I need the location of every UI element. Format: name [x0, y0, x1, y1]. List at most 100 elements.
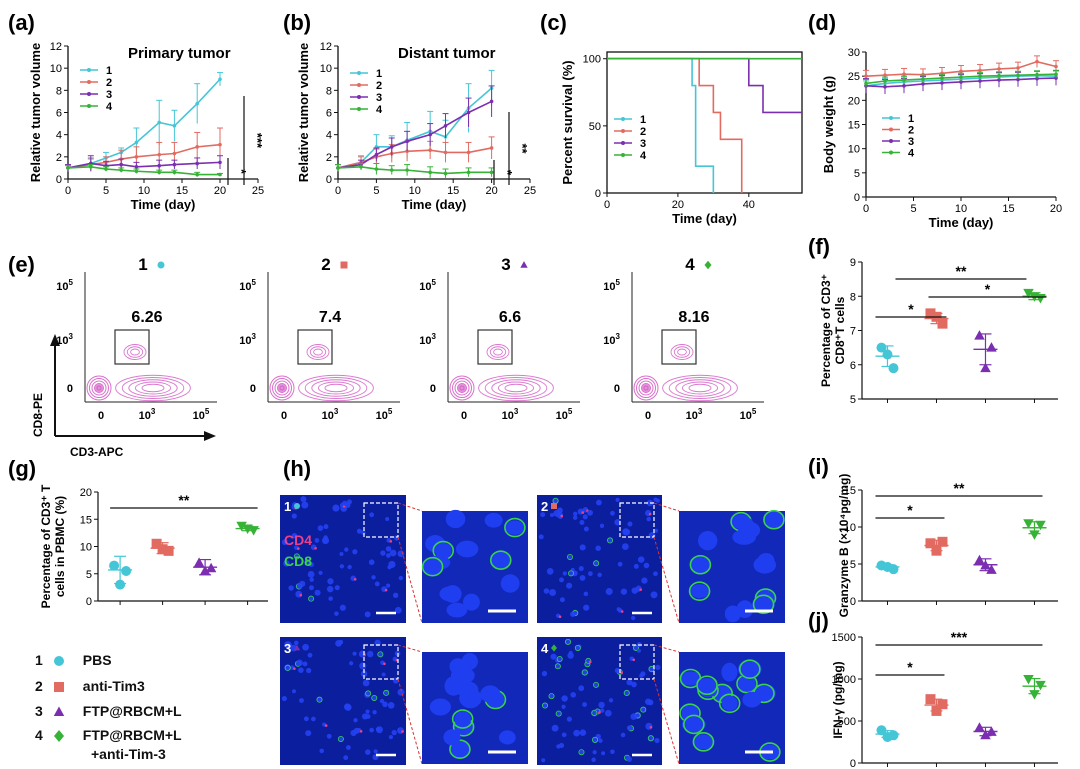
microscopy-tile-marker-2	[551, 503, 557, 509]
flow-x-tick-mantissa: 0	[281, 410, 287, 422]
zoom-cd8-membrane	[489, 550, 512, 570]
flow-contour-main	[274, 380, 290, 396]
j-y-tick-label: 0	[850, 758, 856, 769]
microscopy-tile-4: 4	[537, 637, 680, 765]
nucleus-dot	[593, 682, 599, 688]
b-series-4-point	[336, 166, 340, 170]
microscopy-tile-1: 1	[280, 495, 423, 624]
inset-dashed-box	[619, 502, 655, 538]
flow-y-tick-exponent: 3	[616, 332, 621, 341]
a-y-tick-label: 2	[56, 152, 62, 164]
nucleus-dot	[558, 742, 565, 749]
flow-y-tick-mantissa: 10	[419, 281, 431, 293]
flow-x-tick-exponent: 3	[151, 407, 156, 416]
microscopy-zoom-3	[422, 652, 528, 764]
cd8-cell-ring	[568, 570, 575, 577]
flow-contour-main	[277, 383, 287, 393]
f-y-tick-label: 6	[850, 360, 856, 372]
i-group-4-point	[1035, 520, 1046, 531]
microscopy-image-3	[280, 637, 406, 765]
nucleus-dot	[291, 513, 297, 519]
flow-y-tick-mantissa: 0	[430, 383, 436, 395]
d-series-4-point	[921, 77, 925, 81]
nucleus-dot	[614, 519, 621, 526]
flow-x-tick-mantissa: 10	[193, 410, 205, 422]
flow-y-axis-label: CD8-PE	[31, 393, 45, 437]
d-legend-marker-2	[889, 127, 893, 132]
nucleus-dot	[587, 571, 593, 577]
f-sig-label: *	[985, 281, 991, 297]
a-y-axis-label: Relative tumor volume	[28, 43, 43, 182]
panel-label-b: (b)	[283, 10, 311, 35]
nucleus-dot	[631, 587, 639, 594]
cd4-cell-dot	[598, 711, 601, 714]
cd8-cell-ring	[316, 696, 323, 703]
nucleus-dot	[650, 591, 658, 599]
cd8-cell-ring	[556, 655, 563, 662]
flow-x-tick-mantissa: 10	[139, 410, 151, 422]
flow-gate-box	[114, 329, 150, 365]
zoom-nucleus	[499, 730, 516, 745]
f-y-tick-label: 8	[850, 291, 856, 303]
d-y-tick-label: 5	[854, 168, 860, 180]
flow-x-tick-exponent: 3	[514, 407, 519, 416]
nucleus-dot	[570, 611, 576, 617]
nucleus-dot	[369, 727, 374, 733]
nucleus-dot	[592, 750, 597, 755]
b-sig-label-1: *	[500, 170, 515, 176]
flow-gate-value-4: 8.16	[678, 309, 709, 326]
zoom-cd8-membrane	[696, 675, 718, 696]
d-series-3-point	[921, 82, 925, 86]
a-series-3-point	[195, 161, 199, 166]
zoom-nucleus	[500, 574, 520, 593]
d-series-4-point	[883, 79, 887, 83]
nucleus-dot	[371, 695, 378, 701]
nucleus-dot	[391, 729, 397, 736]
flow-y-tick-label: 103	[56, 332, 73, 347]
flow-plot-header-2: 2	[321, 255, 330, 274]
nucleus-dot	[299, 698, 304, 703]
inset-dashed-box	[363, 644, 399, 680]
nucleus-dot	[375, 727, 380, 732]
nucleus-dot	[646, 516, 652, 522]
nucleus-dot	[641, 577, 648, 584]
cd8-cell-ring	[593, 560, 600, 567]
cd4-cell-dot	[632, 658, 636, 662]
nucleus-dot	[573, 729, 581, 737]
nucleus-dot	[639, 673, 644, 678]
i-group-4-point	[1029, 530, 1040, 540]
j-y-tick-label: 1500	[832, 632, 856, 644]
zoom-cd8-membrane	[683, 714, 705, 735]
inset-connector-top	[653, 644, 680, 653]
cd4-cell-dot	[359, 730, 363, 733]
flow-y-tick-exponent: 3	[252, 332, 257, 341]
cd8-cell-ring	[365, 690, 372, 697]
legend-item-4-line2: +anti-Tim-3	[91, 746, 166, 762]
flow-contour-core	[278, 384, 286, 392]
flow-contour-cd3	[134, 381, 172, 395]
b-y-tick-label: 6	[326, 108, 332, 120]
nucleus-dot	[615, 497, 620, 502]
b-series-4-point	[489, 170, 494, 175]
i-y-tick-label: 5	[850, 559, 856, 571]
b-chart-title: Distant tumor	[398, 45, 496, 62]
nucleus-dot	[626, 756, 633, 762]
d-series-2-point	[997, 67, 1001, 71]
cd4-cell-dot	[384, 588, 388, 592]
nucleus-dot	[389, 549, 397, 557]
nucleus-dot	[633, 563, 639, 569]
nucleus-dot	[377, 651, 383, 657]
nucleus-dot	[550, 653, 557, 660]
a-series-3-point	[134, 165, 139, 169]
nucleus-dot	[294, 640, 299, 646]
c-series-1-line	[607, 57, 715, 193]
c-series-2-line	[607, 57, 743, 193]
nucleus-dot	[562, 571, 568, 576]
nucleus-dot	[599, 708, 605, 713]
d-x-tick-label: 20	[1050, 203, 1062, 215]
flow-y-tick-label: 105	[603, 278, 620, 293]
